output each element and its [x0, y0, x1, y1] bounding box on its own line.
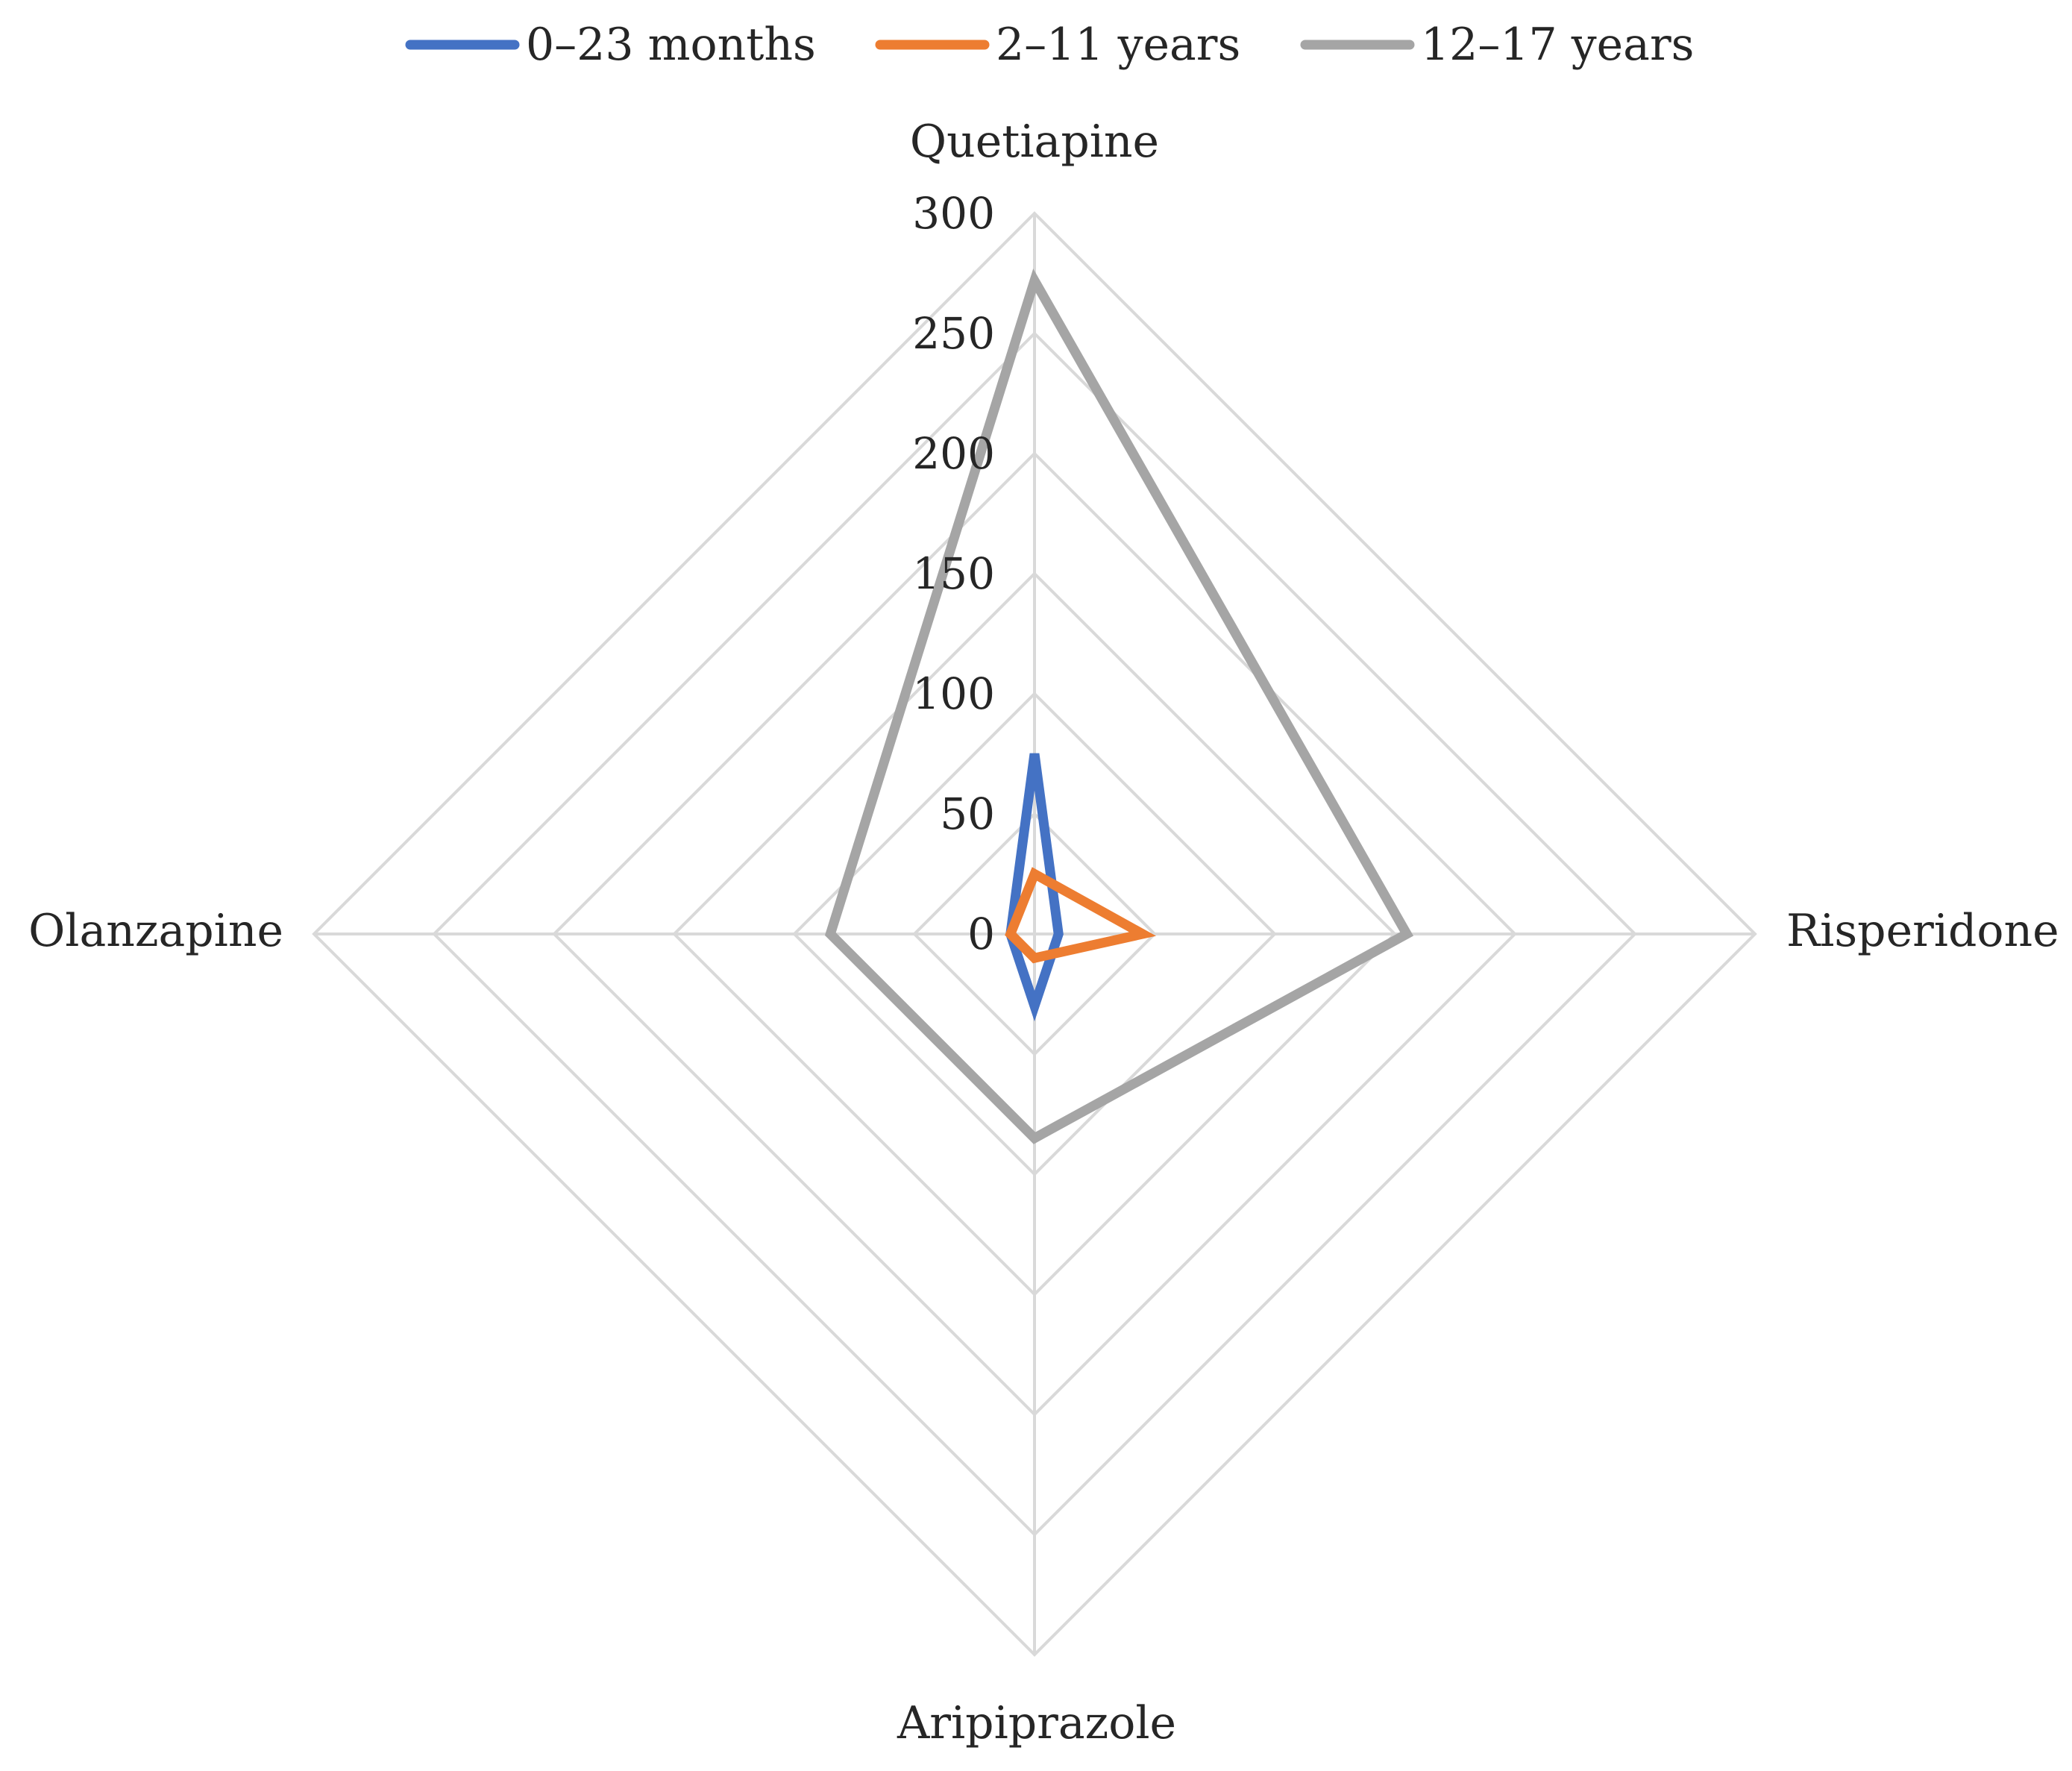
category-label-aripiprazole: Aripiprazole [897, 1697, 1176, 1749]
legend-label-0-23-months: 0–23 months [526, 19, 816, 71]
tick-label-150: 150 [912, 548, 995, 599]
tick-label-200: 200 [912, 428, 995, 479]
legend: 0–23 months 2–11 years 12–17 years [405, 19, 1694, 71]
category-label-olanzapine: Olanzapine [28, 905, 283, 957]
legend-entry-2-11-years[interactable]: 2–11 years [875, 19, 1240, 71]
series-line-2-11-years[interactable] [1005, 867, 1157, 964]
series-line-12-17-years[interactable] [824, 268, 1414, 1144]
radial-tick-labels: 0 50 100 150 200 250 300 [912, 188, 995, 959]
radar-series [824, 268, 1414, 1144]
legend-entry-0-23-months[interactable]: 0–23 months [405, 19, 816, 71]
tick-label-300: 300 [912, 188, 995, 239]
legend-label-12-17-years: 12–17 years [1421, 19, 1694, 71]
radar-grid [312, 211, 1757, 1657]
tick-label-100: 100 [912, 668, 995, 719]
tick-label-0: 0 [967, 909, 995, 959]
series-line-0-23-months[interactable] [1005, 753, 1064, 1022]
category-labels: Quetiapine Risperidone Aripiprazole Olan… [28, 116, 2059, 1749]
tick-label-250: 250 [912, 308, 995, 359]
category-label-quetiapine: Quetiapine [910, 116, 1159, 168]
tick-label-50: 50 [940, 789, 995, 839]
category-label-risperidone: Risperidone [1786, 905, 2059, 957]
legend-label-2-11-years: 2–11 years [996, 19, 1240, 71]
legend-entry-12-17-years[interactable]: 12–17 years [1300, 19, 1694, 71]
